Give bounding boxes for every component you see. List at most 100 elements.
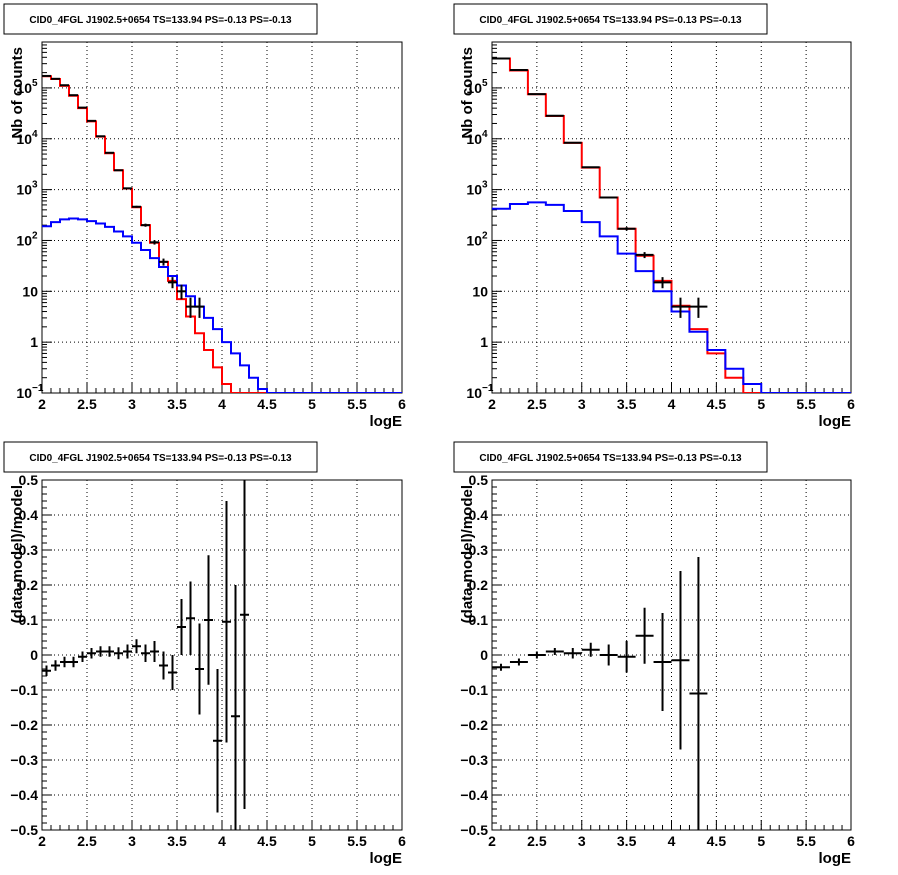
x-tick-label: 4 — [218, 833, 226, 849]
data-point — [123, 187, 132, 190]
y-axis-title: Nb of counts — [459, 47, 476, 139]
plot-frame — [491, 479, 852, 831]
data-point — [240, 480, 249, 809]
y-tick-label: 10 — [466, 385, 482, 401]
y-tick-label: 1 — [30, 334, 38, 350]
data-point — [689, 557, 708, 830]
data-point — [42, 665, 51, 676]
y-tick-exponent: 2 — [482, 230, 488, 241]
x-tick-label: 3 — [578, 833, 586, 849]
data-point — [671, 297, 690, 318]
x-tick-label: 3.5 — [617, 833, 637, 849]
chart-title-box — [453, 3, 768, 35]
x-tick-label: 4.5 — [707, 396, 727, 412]
data-point — [635, 252, 654, 259]
data-point — [689, 297, 708, 318]
x-tick-label: 5 — [757, 833, 765, 849]
data-point — [150, 240, 159, 245]
data-point — [87, 648, 96, 659]
data-point — [599, 196, 618, 199]
chart-panel-bottom-left: 2 2.5 3 3.5 4 4.5 5 5.5 6 −0.5 −0.4 −0.3 −0.2 −0.1 0 0.… — [3, 441, 406, 867]
chart-title-box — [3, 441, 318, 473]
x-tick-label: 3 — [128, 833, 136, 849]
grid-lines — [42, 480, 402, 830]
x-tick-label: 2 — [38, 833, 46, 849]
x-tick-label: 3 — [578, 396, 586, 412]
y-tick-label: −0.5 — [460, 822, 488, 838]
chart-title-box — [3, 3, 318, 35]
data-point — [653, 277, 672, 289]
data-point — [51, 660, 60, 671]
y-tick-label: 0.3 — [469, 542, 489, 558]
data-point — [599, 644, 618, 666]
chart-title: CID0_4FGL J1902.5+0654 TS=133.94 PS=-0.1… — [29, 15, 292, 26]
y-tick-label: −0.1 — [460, 682, 488, 698]
y-tick-label: 0.3 — [19, 542, 39, 558]
x-tick-label: 5.5 — [796, 833, 816, 849]
y-tick-exponent: 5 — [482, 78, 488, 89]
x-tick-label: 3 — [128, 396, 136, 412]
data-point — [132, 205, 141, 208]
data-point — [563, 141, 582, 144]
x-axis-title: logE — [370, 413, 403, 430]
y-tick-label: −0.4 — [460, 787, 488, 803]
x-tick-label: 4 — [668, 396, 676, 412]
x-tick-label: 2.5 — [527, 396, 547, 412]
data-point — [105, 646, 114, 657]
y-tick-label: 10 — [22, 283, 38, 299]
y-tick-label: −0.4 — [10, 787, 38, 803]
data-point — [114, 647, 123, 660]
data-point — [141, 223, 150, 227]
series-model-component — [42, 217, 402, 393]
y-tick-label: 1 — [480, 334, 488, 350]
x-tick-label: 2 — [488, 833, 496, 849]
data-point — [168, 655, 177, 690]
data-point — [123, 644, 132, 659]
data-point — [186, 581, 195, 655]
x-tick-label: 5 — [308, 396, 316, 412]
y-tick-label: 0.1 — [19, 612, 39, 628]
data-point — [581, 166, 600, 169]
y-tick-label: 0.4 — [19, 507, 39, 523]
x-tick-label: 3.5 — [167, 833, 187, 849]
data-point — [114, 169, 123, 172]
x-tick-label: 6 — [398, 833, 406, 849]
data-point — [69, 656, 78, 668]
y-tick-label: 10 — [16, 80, 32, 96]
y-tick-label: 0.4 — [469, 507, 489, 523]
y-tick-label: 0 — [480, 647, 488, 663]
x-tick-label: 2.5 — [77, 833, 97, 849]
y-tick-label: 10 — [16, 232, 32, 248]
y-axis-title: (data-model)/model — [459, 485, 476, 623]
x-tick-label: 6 — [398, 396, 406, 412]
data-point — [159, 258, 168, 266]
data-point — [222, 501, 231, 743]
y-tick-label: 10 — [16, 131, 32, 147]
series-model-component — [492, 201, 851, 393]
x-tick-label: 5.5 — [347, 833, 367, 849]
y-tick-label: 0 — [30, 647, 38, 663]
plot-area — [42, 74, 402, 393]
data-point — [492, 663, 510, 671]
data-point — [195, 623, 204, 715]
y-tick-label: −0.5 — [10, 822, 38, 838]
data-point — [195, 297, 204, 318]
data-point — [177, 284, 186, 300]
y-tick-label: −0.1 — [10, 682, 38, 698]
y-tick-exponent: 2 — [32, 230, 38, 241]
y-tick-label: −0.2 — [10, 717, 38, 733]
x-tick-label: 2 — [488, 396, 496, 412]
chart-title: CID0_4FGL J1902.5+0654 TS=133.94 PS=-0.1… — [479, 15, 742, 26]
y-tick-label: 10 — [466, 232, 482, 248]
data-point — [78, 651, 87, 662]
plot-area — [42, 480, 249, 830]
y-tick-label: 10 — [16, 182, 32, 198]
y-tick-label: 10 — [472, 283, 488, 299]
y-tick-label: 10 — [466, 80, 482, 96]
y-tick-exponent: 3 — [482, 180, 488, 191]
plot-area — [492, 57, 851, 393]
data-point — [545, 648, 564, 655]
